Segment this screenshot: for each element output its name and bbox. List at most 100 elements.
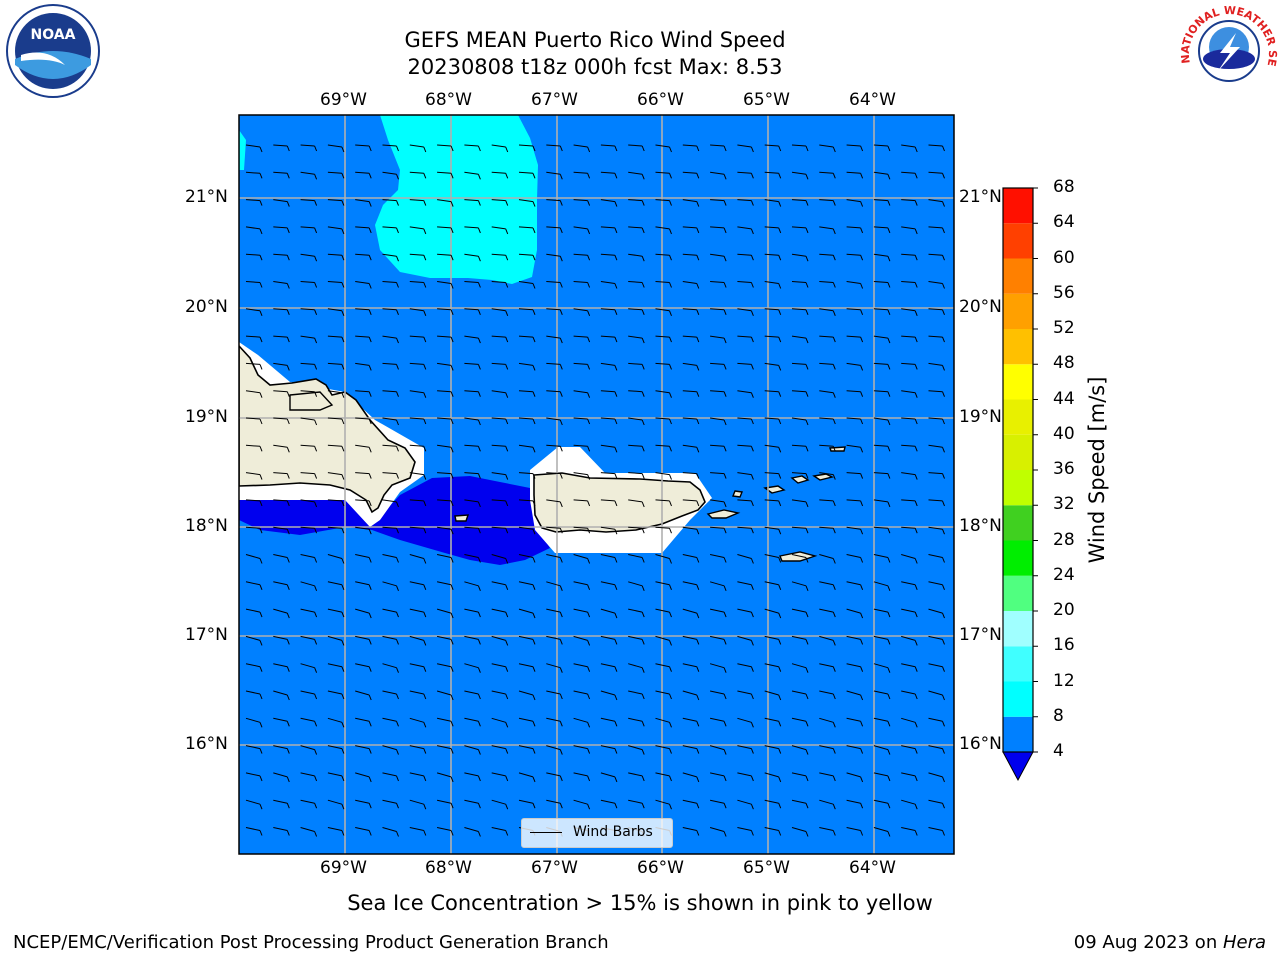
wind-barb [764,253,782,261]
wind-barb [655,199,672,206]
colorbar-band [1003,540,1033,576]
wind-barb [382,526,399,534]
wind-barb [873,499,891,508]
wind-barb [491,608,509,618]
wind-barb [573,690,591,700]
wind-barb [819,335,836,343]
wind-barb [273,690,290,701]
wind-barb [273,171,290,179]
wind-barb [546,253,563,262]
wind-barb [518,745,536,754]
wind-barb [819,171,836,179]
wind-barb [600,635,618,645]
wind-barb [518,199,536,207]
wind-barb [764,335,782,343]
footer-date-text: 09 Aug 2023 on [1073,932,1223,953]
wind-barb [628,390,645,397]
wind-barb [655,635,672,646]
wind-barb [409,608,427,618]
wind-barb [737,690,754,700]
wind-barb [655,690,672,700]
wind-barb [273,581,290,590]
wind-barb [764,608,782,619]
wind-barb [300,499,318,508]
colorbar-band [1003,505,1033,541]
wind-barb [573,663,591,672]
wind-barb [437,499,454,507]
colorbar-band [1003,611,1033,647]
wind-barb [764,144,782,152]
wind-barb [464,472,481,479]
wind-barb [682,417,700,425]
wind-barb [682,199,700,207]
wind-barb [682,581,700,590]
wind-barb [573,635,591,646]
wind-barb [819,772,836,782]
light-cyan-zone-west [239,130,246,170]
wind-barb [327,171,345,179]
wind-barb [327,526,345,534]
wind-barb [300,308,318,315]
footer-machine: Hera [1222,932,1266,953]
wind-barb [682,253,700,261]
wind-barb [655,526,672,534]
colorbar-tick-label: 68 [1053,177,1075,197]
wind-barb [409,635,427,646]
wind-barb [791,199,809,206]
wind-barb [737,253,754,261]
wind-barb [355,526,372,535]
wind-barb [245,199,263,206]
wind-barb [710,417,727,426]
wind-barb [710,362,727,370]
wind-barb [901,199,918,206]
wind-barb [928,554,945,563]
wind-barb [846,772,864,783]
wind-barb [737,799,754,810]
wind-barb [245,717,263,728]
wind-barb [819,608,836,618]
wind-barb [655,144,672,153]
wind-barb [819,281,836,288]
wind-barb [273,444,290,453]
noaa-logo-text: NOAA [31,27,76,43]
colorbar-band [1003,258,1033,294]
wind-barb [709,635,727,645]
wind-barb [791,745,809,755]
wind-barb [573,772,591,782]
wind-barb [655,663,672,672]
wind-barb [573,199,591,206]
wind-barb [546,226,563,234]
wind-barb [327,608,345,618]
wind-barb [382,772,399,782]
wind-barb [709,608,727,618]
wind-barb [737,499,754,507]
chart-subtitle: 20230808 t18z 000h fcst Max: 8.53 [407,55,783,79]
wind-barb [355,226,372,234]
wind-barb [846,608,864,619]
wind-barb [737,772,754,782]
wind-barb [245,608,263,618]
wind-barb [245,772,263,782]
wind-barb [245,444,263,452]
wind-barb [901,499,918,507]
wind-barb [518,144,536,152]
lat-label-right-17n: 17°N [959,625,1002,645]
wind-barb [546,472,563,479]
wind-barb [300,417,318,426]
wind-barb [327,745,345,754]
wind-barb [409,199,427,206]
wind-barb [764,444,782,453]
wind-barb [901,308,918,316]
wind-barb [873,308,891,315]
wind-barb [245,690,263,700]
wind-barb [355,144,372,152]
wind-barb [928,253,945,261]
wind-barb [300,226,318,234]
wind-barb [436,745,454,754]
wind-barb [355,308,372,315]
wind-barb [436,608,454,619]
wind-barb [300,690,318,700]
wind-barb [819,362,836,370]
wind-barb [464,581,481,591]
